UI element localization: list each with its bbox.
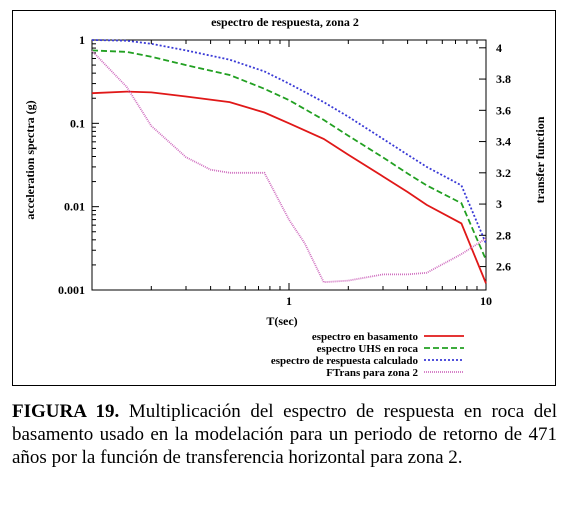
legend-label: FTrans para zona 2	[326, 367, 418, 379]
y2-tick-label: 3	[496, 197, 502, 211]
y-tick-label: 0.01	[64, 200, 85, 214]
legend-label: espectro UHS en roca	[317, 343, 419, 355]
y-axis-label: acceleration spectra (g)	[23, 100, 37, 219]
y2-tick-label: 3.8	[496, 72, 511, 86]
series-line-3	[91, 39, 487, 244]
figure-caption-text: Multiplicación del espectro de respuesta…	[12, 401, 557, 468]
series-line-1	[91, 90, 487, 284]
legend-label: espectro en basamento	[312, 331, 419, 343]
y2-tick-label: 4	[496, 41, 502, 55]
chart: espectro de respuesta, zona 2 1 10 1 0.1 0.0…	[23, 15, 547, 379]
x-tick-label: 1	[286, 294, 292, 308]
legend-label: espectro de respuesta calculado	[271, 355, 419, 367]
y2-tick-label: 3.4	[496, 135, 511, 149]
y-tick-label: 1	[79, 33, 85, 47]
plot-area	[91, 39, 487, 291]
chart-title: espectro de respuesta, zona 2	[211, 15, 359, 29]
y-tick-label: 0.1	[70, 116, 85, 130]
figure-frame	[12, 10, 556, 386]
y2-tick-label: 2.8	[496, 228, 511, 242]
y-tick-label: 0.001	[58, 283, 85, 297]
y2-tick-label: 3.6	[496, 103, 511, 117]
figure-caption: FIGURA 19. Multiplicación del espectro d…	[12, 400, 557, 469]
y2-axis-label: transfer function	[533, 116, 547, 203]
series-line-2	[91, 49, 487, 261]
y2-tick-label: 2.6	[496, 260, 511, 274]
x-tick-label: 10	[480, 294, 492, 308]
figure-caption-label: FIGURA 19.	[12, 401, 120, 422]
x-axis-label: T(sec)	[266, 314, 297, 328]
y2-tick-label: 3.2	[496, 166, 511, 180]
